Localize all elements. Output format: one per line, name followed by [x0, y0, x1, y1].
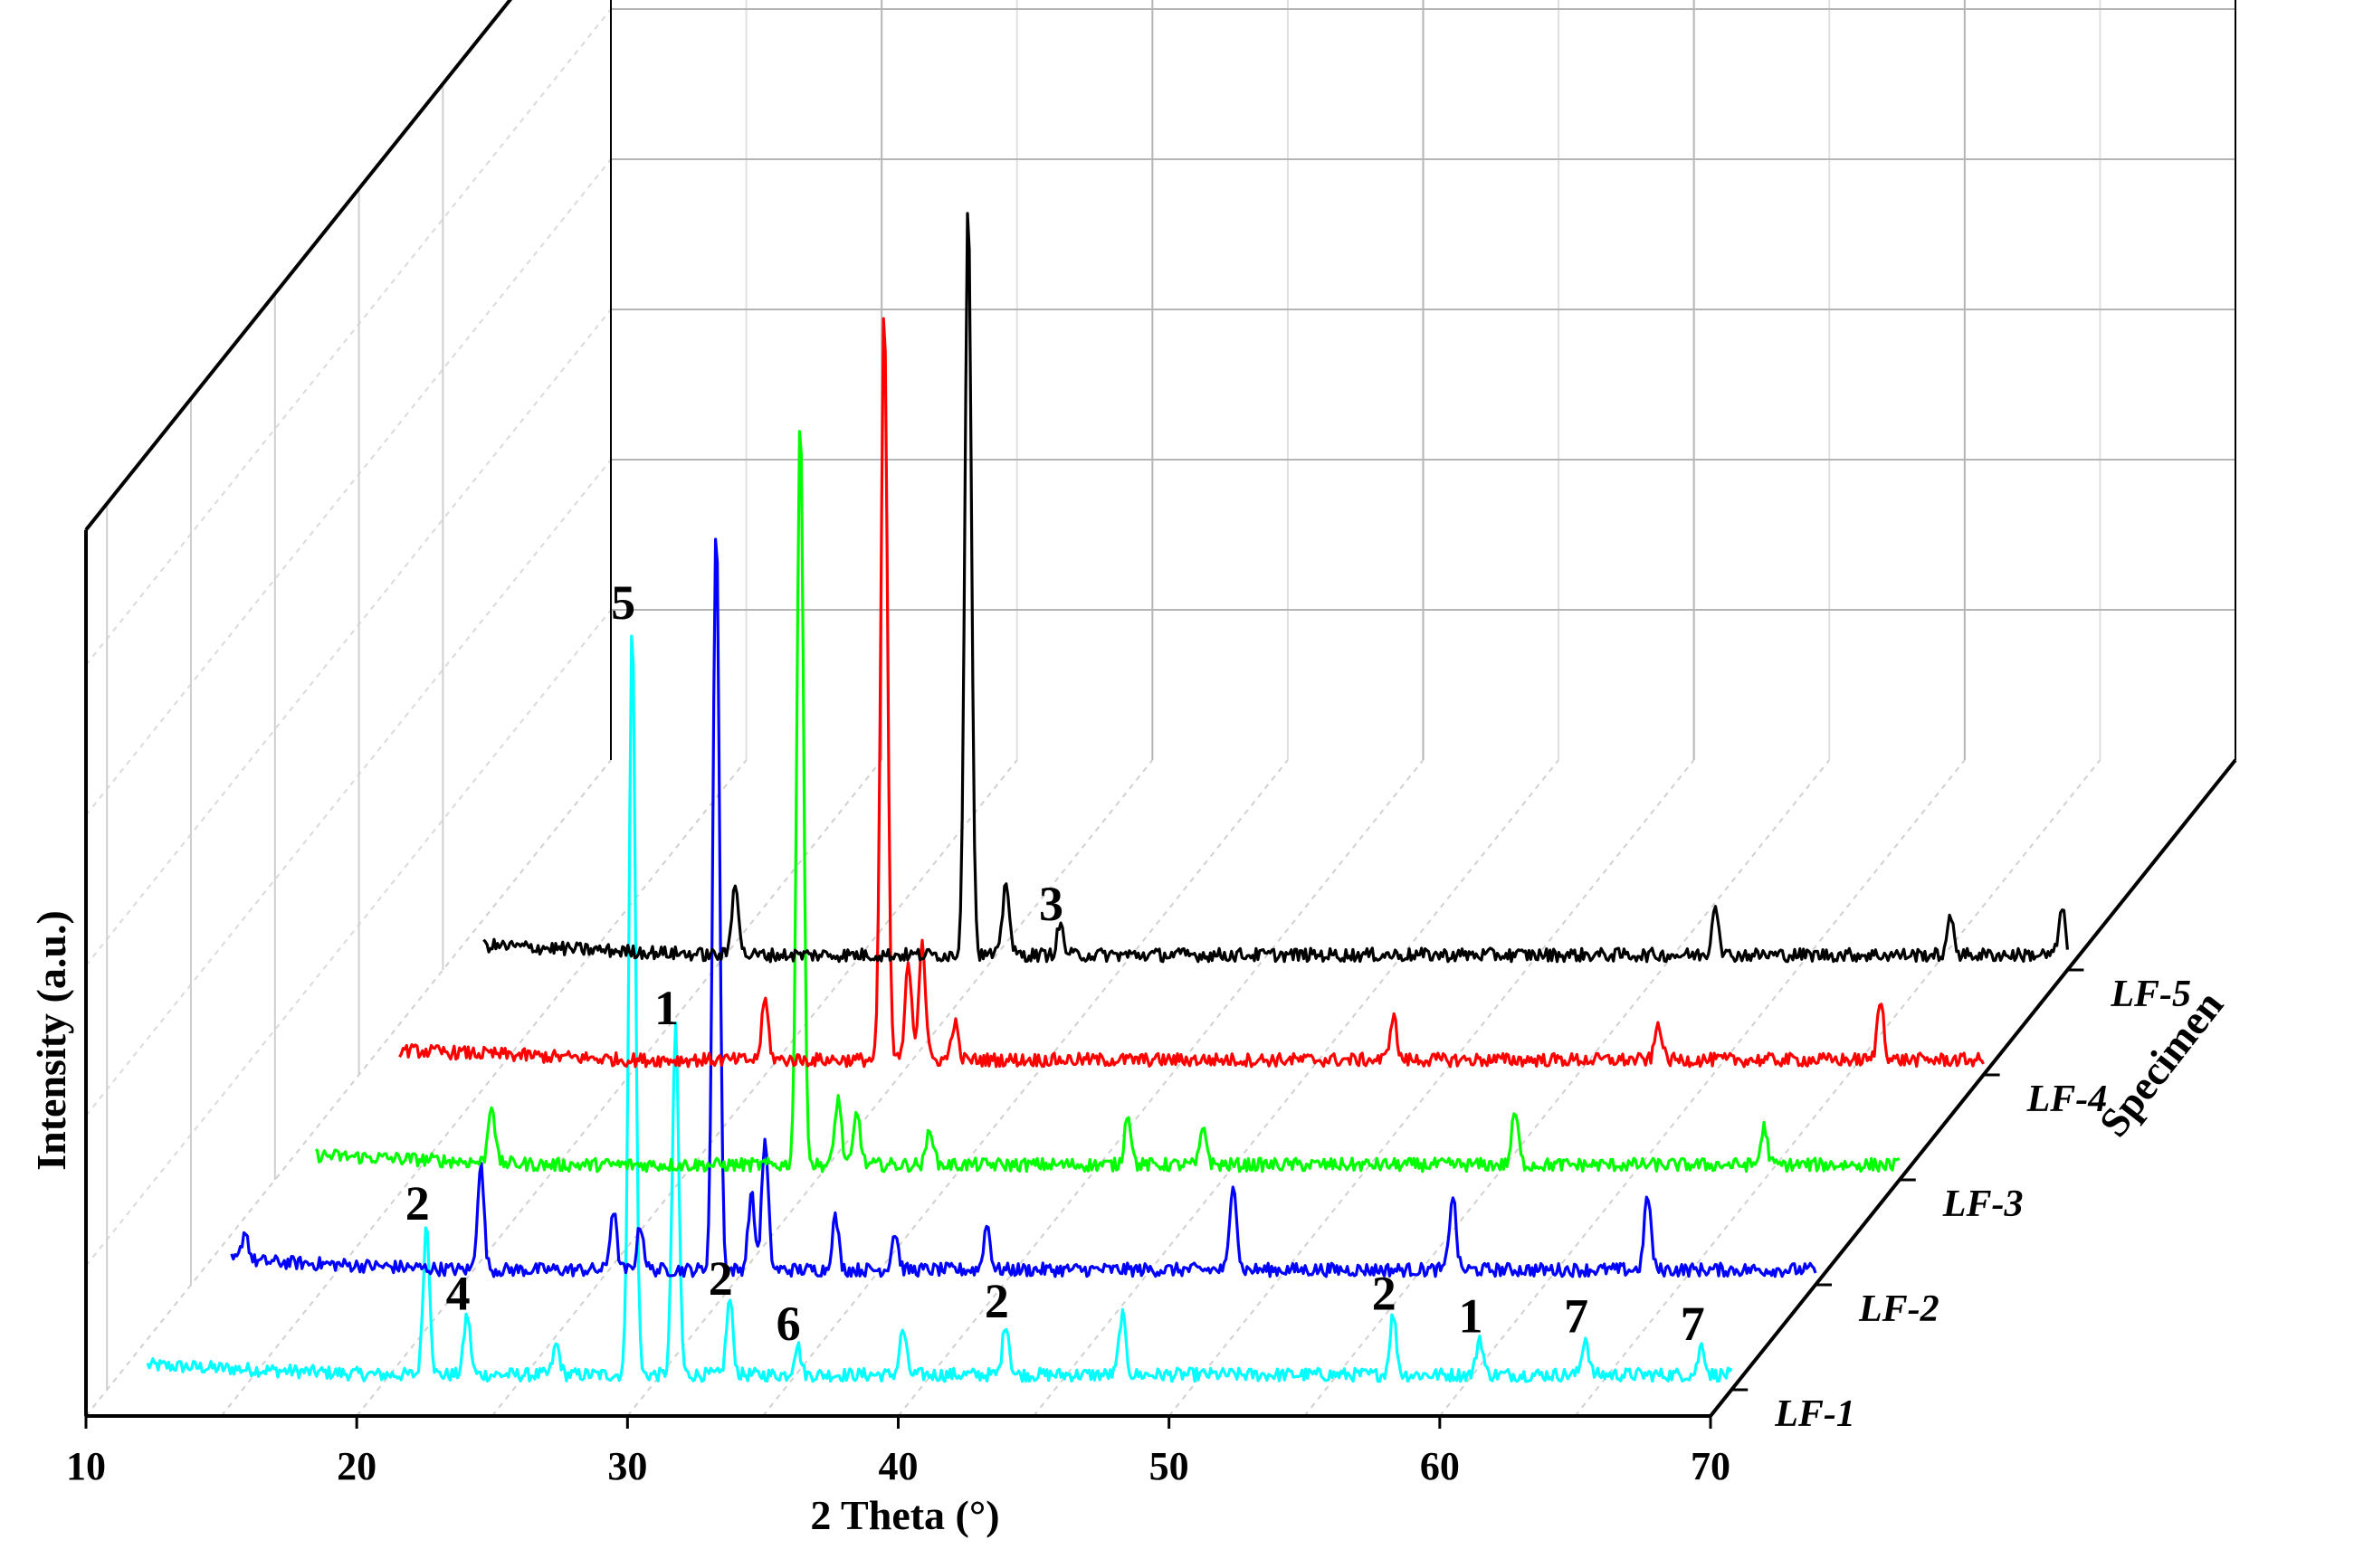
peak-label: 4 [446, 1267, 471, 1321]
peak-label: 2 [985, 1274, 1009, 1328]
grid-line-floor [626, 759, 1154, 1417]
grid-line-floor [1033, 759, 1559, 1417]
specimen-label: LF-4 [2026, 1079, 2108, 1120]
peak-label: 1 [1458, 1289, 1482, 1344]
x-tick-label: 40 [879, 1444, 919, 1488]
peak-label: 1 [654, 981, 679, 1035]
x-tick-label: 50 [1149, 1444, 1189, 1488]
x-tick-label: 70 [1691, 1444, 1730, 1488]
grid-line-floor [1574, 759, 2101, 1417]
peak-label: 2 [405, 1176, 430, 1231]
series-line-lf-5 [482, 212, 2069, 964]
specimen-label: LF-2 [1858, 1288, 1939, 1330]
y-axis-title: Intensity (a.u.) [28, 910, 74, 1171]
grid-line-sidewall-h [85, 309, 612, 966]
x-tick-label: 10 [66, 1444, 106, 1488]
peak-label: 2 [1372, 1267, 1396, 1321]
grid-line-floor [491, 759, 1018, 1417]
series-line-lf-1 [146, 634, 1733, 1383]
series-line-lf-4 [398, 317, 1986, 1069]
peak-label: 7 [1681, 1297, 1705, 1351]
peak-label: 2 [709, 1251, 733, 1306]
specimen-label: LF-5 [2110, 974, 2191, 1015]
series-line-lf-2 [230, 537, 1817, 1278]
peak-label: 3 [1039, 877, 1063, 931]
grid-line-floor [220, 759, 748, 1417]
x-tick-label: 20 [337, 1444, 376, 1488]
grid-line-sidewall-h [85, 8, 612, 666]
top-left-edge [84, 0, 513, 531]
grid-line-floor [85, 759, 612, 1417]
grid-line-sidewall-h [85, 609, 612, 1267]
grid-line-floor [762, 759, 1289, 1417]
grid-line-floor [1439, 759, 1966, 1417]
specimen-label: LF-3 [1942, 1183, 2024, 1225]
x-axis-title: 2 Theta (°) [810, 1492, 999, 1538]
grid-line-sidewall-h [85, 158, 612, 816]
peak-label: 6 [777, 1297, 801, 1351]
grid-line-floor [1303, 759, 1831, 1417]
specimen-label: LF-1 [1774, 1393, 1855, 1435]
x-tick-label: 60 [1420, 1444, 1460, 1488]
series-layer [146, 212, 2069, 1383]
series-line-lf-3 [314, 430, 1901, 1174]
x-tick-label: 30 [607, 1444, 647, 1488]
grid-line-sidewall-h [85, 459, 612, 1117]
axes-frame [84, 0, 2237, 1429]
peak-label: 7 [1564, 1289, 1588, 1344]
peak-label: 5 [611, 575, 635, 630]
grid-line-floor [897, 759, 1425, 1417]
grid-line-floor [356, 759, 882, 1417]
grid-line-floor [1167, 759, 1695, 1417]
z-axis-line [1709, 758, 2237, 1418]
